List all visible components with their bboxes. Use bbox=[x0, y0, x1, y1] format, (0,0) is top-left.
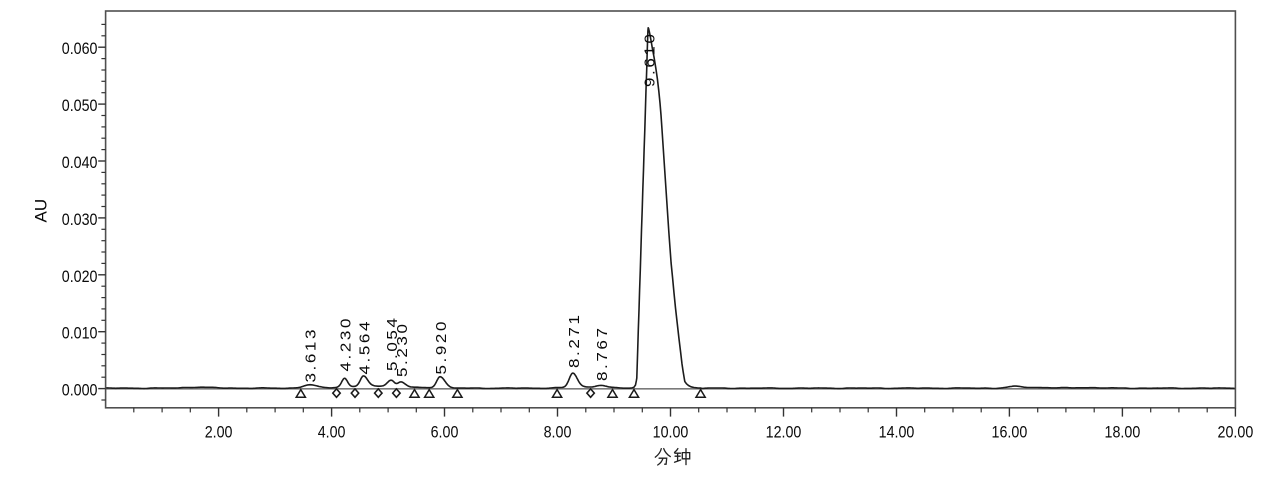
svg-text:8.00: 8.00 bbox=[544, 423, 572, 441]
svg-text:16.00: 16.00 bbox=[992, 423, 1028, 441]
svg-text:10.00: 10.00 bbox=[653, 423, 689, 441]
svg-text:8.271: 8.271 bbox=[567, 312, 583, 368]
svg-text:0.040: 0.040 bbox=[62, 154, 98, 172]
svg-text:2.00: 2.00 bbox=[205, 423, 233, 441]
svg-text:12.00: 12.00 bbox=[766, 423, 802, 441]
svg-text:6.00: 6.00 bbox=[431, 423, 459, 441]
svg-text:4.230: 4.230 bbox=[339, 316, 355, 372]
svg-text:3.613: 3.613 bbox=[304, 327, 320, 383]
svg-text:5.920: 5.920 bbox=[434, 319, 450, 375]
svg-text:5.054: 5.054 bbox=[385, 315, 401, 371]
svg-text:18.00: 18.00 bbox=[1105, 423, 1141, 441]
svg-text:20.00: 20.00 bbox=[1218, 423, 1254, 441]
svg-text:0.000: 0.000 bbox=[62, 382, 98, 400]
svg-text:0.010: 0.010 bbox=[62, 325, 98, 343]
svg-text:9.610: 9.610 bbox=[642, 31, 658, 87]
svg-text:4.00: 4.00 bbox=[318, 423, 346, 441]
svg-text:AU: AU bbox=[32, 199, 51, 223]
svg-text:0.020: 0.020 bbox=[62, 268, 98, 286]
svg-text:14.00: 14.00 bbox=[879, 423, 915, 441]
svg-text:4.564: 4.564 bbox=[357, 319, 373, 375]
svg-text:0.050: 0.050 bbox=[62, 97, 98, 115]
svg-text:5.230: 5.230 bbox=[395, 321, 411, 377]
svg-text:8.767: 8.767 bbox=[595, 325, 611, 381]
svg-text:0.060: 0.060 bbox=[62, 40, 98, 58]
svg-text:0.030: 0.030 bbox=[62, 211, 98, 229]
